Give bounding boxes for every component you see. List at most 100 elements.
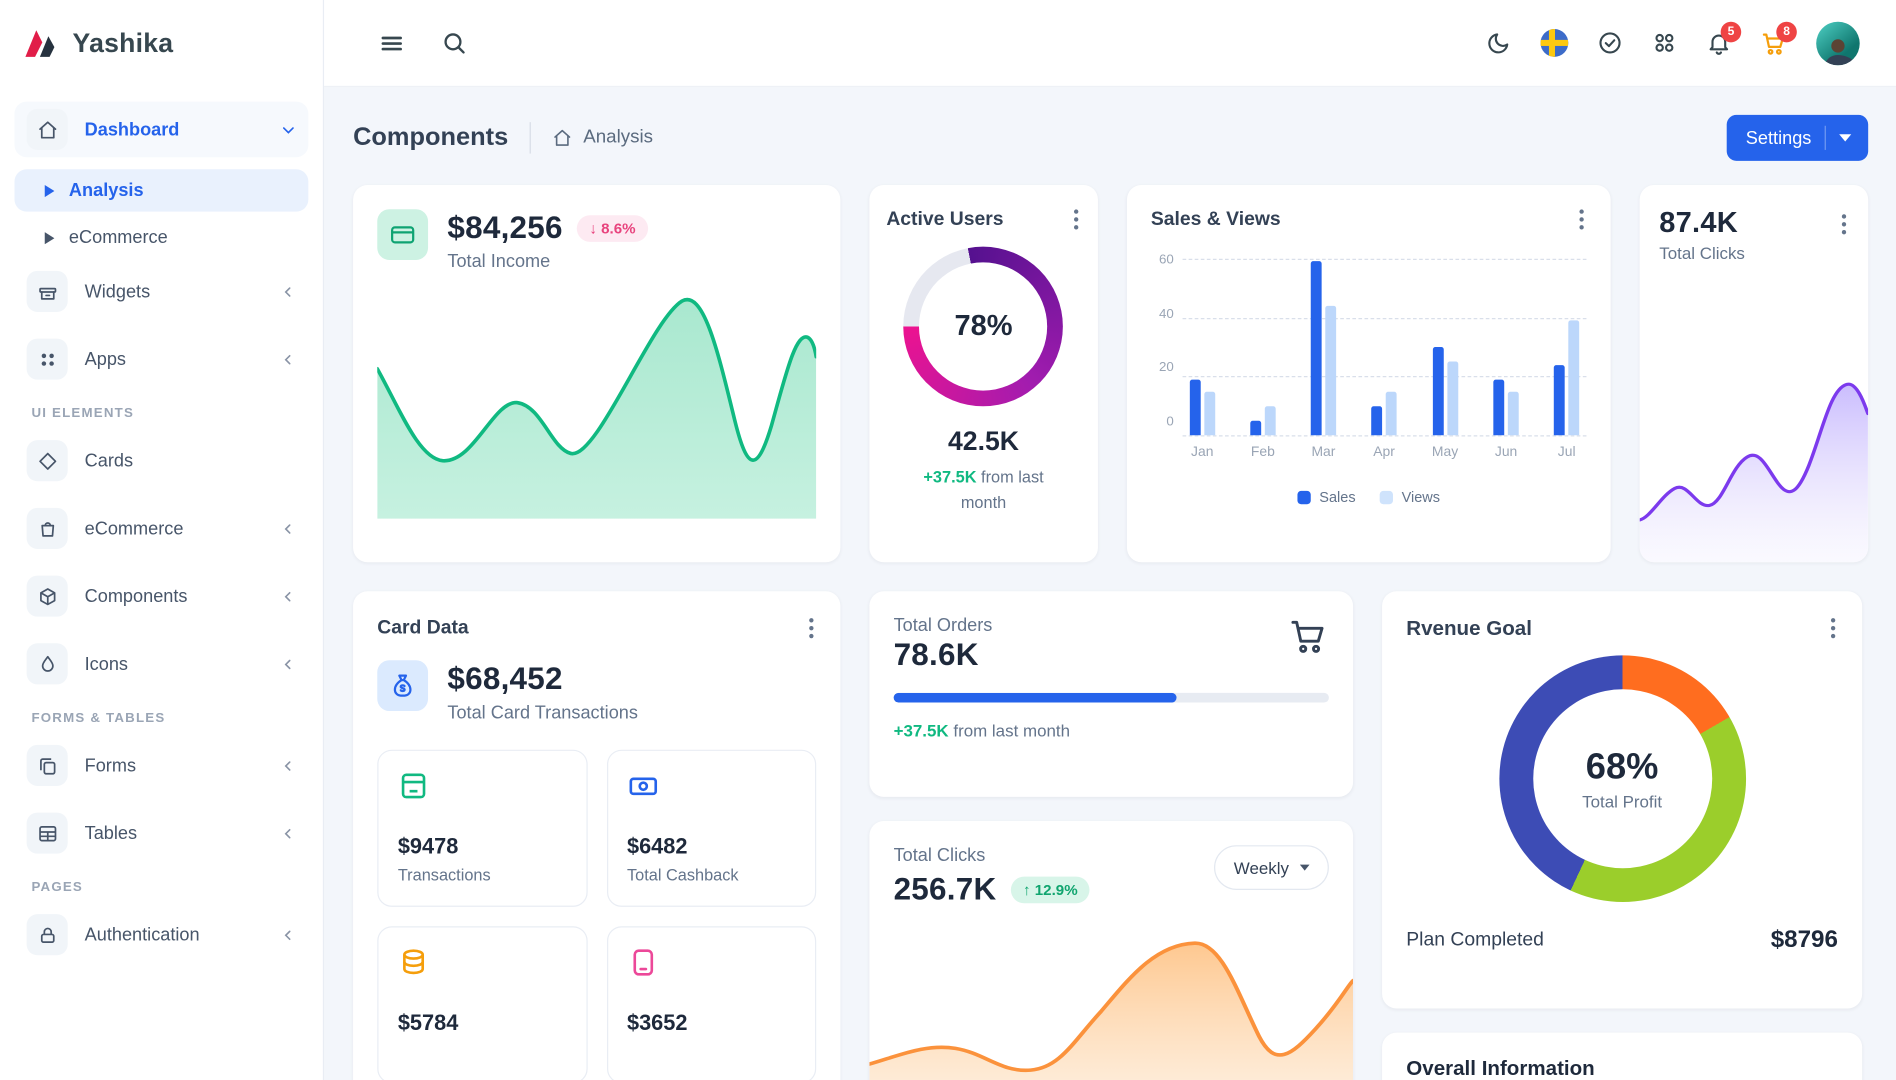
sidebar-item-cards[interactable]: Cards — [15, 433, 309, 489]
sales-views-plot: Jan Feb Mar Apr May Jun Jul — [1182, 259, 1586, 472]
active-users-gauge-chart: 78% — [903, 246, 1064, 407]
sidebar-section-ui-elements: UI ELEMENTS — [31, 406, 135, 421]
sales-views-bar-chart: 60 40 20 0 Jan Feb Mar Apr May Jun Jul — [1151, 253, 1587, 472]
sidebar-item-forms[interactable]: Forms — [15, 738, 309, 794]
sidebar-item-ecommerce[interactable]: eCommerce — [15, 501, 309, 557]
page-title: Components — [353, 123, 509, 152]
active-users-percent: 78% — [919, 262, 1048, 391]
bar-group: Jan — [1189, 259, 1215, 472]
sidebar-item-label: Tables — [84, 822, 138, 844]
sidebar-subitem-label: eCommerce — [68, 227, 168, 248]
total-income-label: Total Income — [447, 251, 551, 273]
sidebar-item-dashboard[interactable]: Dashboard — [14, 101, 309, 158]
sidebar-item-ecommerce-sub[interactable]: eCommerce — [15, 216, 309, 258]
bar-views-jan — [1204, 391, 1215, 436]
card-data-title: Card Data — [377, 617, 469, 638]
clicks-area-chart — [1639, 339, 1869, 563]
delta-value: +37.5K — [893, 720, 949, 741]
search-icon[interactable] — [441, 30, 466, 55]
hamburger-menu-icon[interactable] — [378, 30, 405, 57]
orders-progress-fill — [893, 692, 1177, 703]
total-orders-title: Total Orders — [893, 615, 993, 637]
x-axis-tick: Jul — [1557, 444, 1576, 460]
bar-group: Jun — [1493, 259, 1519, 472]
sidebar-item-label: Apps — [84, 348, 127, 370]
sales-views-title: Sales & Views — [1150, 208, 1281, 230]
y-axis-tick: 40 — [1159, 306, 1174, 322]
settings-button[interactable]: Settings — [1726, 114, 1869, 161]
tile-card: $3652 — [606, 926, 817, 1080]
notification-count-badge: 5 — [1720, 21, 1742, 43]
mobile-card-icon — [627, 949, 658, 984]
y-axis-tick: 60 — [1159, 252, 1174, 268]
sidebar-item-tables[interactable]: Tables — [15, 805, 309, 861]
apps-launcher-icon[interactable] — [1652, 30, 1677, 55]
total-clicks-value: 87.4K — [1659, 206, 1738, 240]
bar-views-jun — [1507, 391, 1519, 436]
legend-label: Sales — [1319, 488, 1356, 506]
x-axis-tick: Jan — [1191, 444, 1214, 460]
bar-sales-jun — [1493, 379, 1505, 436]
sidebar-item-widgets[interactable]: Widgets — [15, 264, 309, 320]
bar-views-may — [1446, 361, 1458, 436]
sidebar-section-pages: PAGES — [31, 880, 84, 895]
kebab-menu-icon[interactable] — [1071, 207, 1081, 232]
tile-cashback: $6482 Total Cashback — [606, 749, 817, 907]
sidebar-item-icons[interactable]: Icons — [15, 636, 309, 692]
bar-group: Mar — [1310, 259, 1337, 472]
money-bag-icon — [377, 660, 429, 711]
total-orders-value: 78.6K — [893, 636, 979, 673]
total-income-value: $84,256 — [447, 209, 563, 246]
column-2: Total Orders 78.6K +37.5K f — [869, 591, 1354, 1080]
sidebar: Yashika Dashboard Analysis — [0, 0, 325, 1080]
check-circle-icon[interactable] — [1597, 30, 1622, 55]
brand-logo-icon — [25, 30, 55, 57]
bar-sales-jul — [1553, 364, 1565, 436]
notifications-bell-icon[interactable]: 5 — [1706, 21, 1742, 55]
dark-mode-moon-icon[interactable] — [1486, 30, 1511, 55]
sidebar-item-authentication[interactable]: Authentication — [15, 907, 309, 963]
person-silhouette-icon — [1824, 38, 1855, 65]
revenue-label: Total Profit — [1582, 791, 1663, 811]
kebab-menu-icon[interactable] — [1577, 207, 1587, 232]
active-users-delta: +37.5K from last month — [886, 466, 1080, 517]
orders-progress-bar — [893, 692, 1329, 703]
kebab-menu-icon[interactable] — [807, 615, 817, 640]
user-avatar[interactable] — [1816, 21, 1860, 65]
card-data-tiles: $9478 Transactions $6482 Total Cashback — [377, 749, 817, 1080]
bar-views-jul — [1568, 320, 1580, 436]
orders-delta: +37.5K from last month — [894, 721, 1329, 740]
sidebar-item-components[interactable]: Components — [15, 568, 309, 624]
cart-icon[interactable]: 8 — [1761, 21, 1797, 57]
range-selector-dropdown[interactable]: Weekly — [1214, 845, 1329, 890]
shopping-cart-icon — [1288, 615, 1329, 662]
breadcrumb[interactable]: Analysis — [553, 127, 653, 149]
chevron-left-icon — [281, 351, 297, 367]
weekly-clicks-area-chart — [869, 937, 1354, 1080]
divider — [530, 122, 532, 154]
weekly-clicks-title: Total Clicks — [893, 845, 986, 866]
bar-views-apr — [1385, 391, 1397, 436]
tile-value: $6482 — [626, 834, 688, 859]
sidebar-item-analysis[interactable]: Analysis — [14, 169, 309, 212]
lock-icon — [26, 914, 68, 956]
sidebar-item-apps[interactable]: Apps — [15, 331, 309, 387]
settings-button-label: Settings — [1745, 127, 1812, 149]
bar-group: May — [1432, 259, 1458, 472]
main-area: 5 8 Components Analysis — [324, 0, 1896, 1080]
gridline — [1182, 435, 1587, 437]
brand-logo[interactable]: Yashika — [0, 0, 323, 87]
legend-swatch-views — [1379, 490, 1394, 504]
credit-card-icon — [377, 209, 429, 260]
chevron-left-icon — [281, 588, 297, 604]
chart-legend: Sales Views — [1151, 488, 1587, 506]
chevron-down-icon — [1839, 134, 1852, 142]
kebab-menu-icon[interactable] — [1828, 615, 1838, 640]
language-flag-icon[interactable] — [1540, 29, 1569, 57]
kebab-menu-icon[interactable] — [1839, 211, 1849, 236]
gridline — [1182, 317, 1587, 319]
breadcrumb-label: Analysis — [583, 126, 654, 148]
chevron-down-icon — [281, 122, 297, 138]
topbar-left — [378, 30, 466, 57]
weekly-clicks-card: Total Clicks 256.7K ↑ 12.9% Weekly — [869, 821, 1354, 1080]
